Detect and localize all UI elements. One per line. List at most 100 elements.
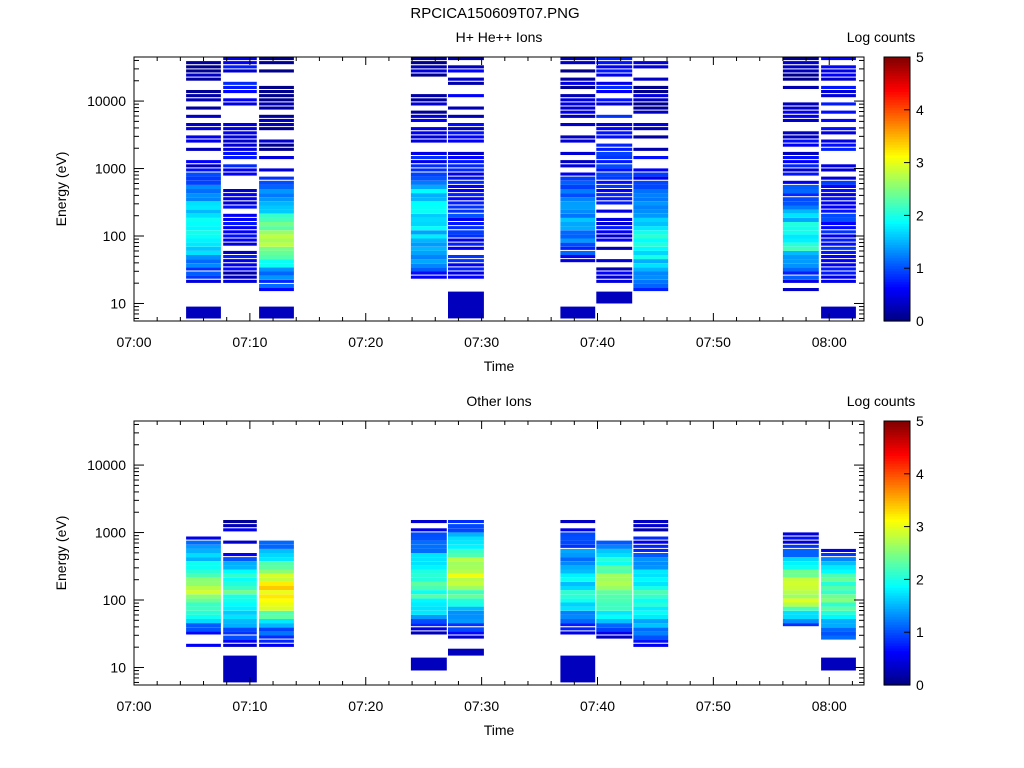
colorbar-segment (884, 291, 910, 296)
colorbar-segment (884, 616, 910, 620)
colorbar-segment (884, 159, 910, 164)
colorbar-segment (884, 421, 910, 425)
spectrogram-bin (633, 98, 669, 102)
spectrogram-bin (223, 139, 257, 143)
spectrogram-bin (782, 544, 819, 548)
spectrogram-column (560, 57, 596, 319)
colorbar-segment (884, 434, 910, 438)
spectrogram-bin (821, 176, 856, 180)
colorbar-segment (884, 189, 910, 193)
spectrogram-bin (448, 528, 484, 533)
spectrogram-bin (782, 573, 819, 578)
x-axis-label: Time (484, 358, 515, 374)
spectrogram-bin (223, 156, 257, 160)
spectrogram-bin (596, 143, 633, 147)
spectrogram-bin (223, 151, 257, 155)
colorbar-segment (884, 655, 910, 660)
spectrogram-bin (448, 172, 484, 176)
colorbar-segment (884, 518, 910, 522)
colorbar-segment (884, 534, 910, 538)
colorbar-segment (884, 67, 910, 71)
spectrogram-bin (448, 213, 484, 218)
spectrogram-bin (596, 610, 633, 615)
spectrogram-bin (821, 213, 856, 218)
colorbar-segment (884, 571, 910, 575)
spectrogram-bin (223, 135, 257, 139)
spectrogram-bin (448, 230, 484, 235)
spectrogram-column (186, 536, 221, 647)
page-title: RPCICA150609T07.PNG (410, 5, 580, 22)
spectrogram-bin (223, 238, 257, 242)
colorbar-segment (884, 249, 910, 253)
colorbar-tick-label: 3 (916, 519, 924, 535)
spectrogram-bin (782, 275, 819, 280)
colorbar-segment (884, 650, 910, 654)
spectrogram-bin (410, 209, 447, 214)
spectrogram-bin (448, 168, 484, 172)
spectrogram-bin (448, 201, 484, 205)
spectrogram-bin (448, 139, 484, 143)
spectrogram-bin (633, 197, 669, 202)
colorbar-segment (884, 597, 910, 602)
colorbar-segment (884, 537, 910, 541)
colorbar-segment (884, 653, 910, 657)
colorbar-segment (884, 626, 910, 631)
x-tick-label: 07:40 (580, 698, 615, 714)
spectrogram-bin (186, 565, 221, 570)
colorbar-segment (884, 167, 910, 172)
colorbar-segment (884, 207, 910, 211)
colorbar-segment (884, 152, 910, 156)
spectrogram-bin (448, 226, 484, 230)
spectrogram-bin (821, 577, 856, 582)
spectrogram-bin (633, 180, 669, 185)
spectrogram-bin (633, 242, 669, 247)
spectrogram-bin (410, 73, 447, 77)
spectrogram-bin (223, 614, 257, 619)
spectrogram-bin (560, 69, 596, 73)
spectrogram-bin (782, 619, 819, 624)
spectrogram-bin (560, 606, 596, 611)
spectrogram-bin (560, 528, 596, 532)
spectrogram-bin (448, 524, 484, 529)
colorbar-segment (884, 516, 910, 520)
spectrogram-bin (560, 544, 596, 548)
spectrogram-bin (186, 147, 221, 151)
spectrogram-bin (259, 226, 294, 231)
spectrogram-bin (186, 209, 221, 214)
spectrogram-bin (560, 565, 596, 570)
spectrogram-bin (186, 90, 221, 94)
spectrogram-bin (223, 631, 257, 635)
spectrogram-bin (259, 57, 294, 61)
spectrogram-bin (186, 135, 221, 139)
spectrogram-bin (410, 532, 447, 537)
colorbar-segment (884, 457, 910, 462)
spectrogram-bin (410, 553, 447, 558)
spectrogram-bin (821, 259, 856, 263)
spectrogram-bin (596, 590, 633, 595)
colorbar-segment (884, 239, 910, 243)
spectrogram-bin (186, 590, 221, 595)
spectrogram-bin (633, 135, 669, 139)
spectrogram-bin (259, 275, 294, 280)
colorbar-segment (884, 452, 910, 456)
spectrogram-bin (186, 544, 221, 549)
spectrogram-bin (223, 627, 257, 632)
colorbar-segment (884, 428, 910, 433)
spectrogram-bin (633, 271, 669, 276)
spectrogram-bin (410, 205, 447, 210)
spectrogram-bin (223, 69, 257, 73)
spectrogram-bin (223, 263, 257, 267)
spectrogram-bin (186, 557, 221, 562)
spectrogram-bin (596, 548, 633, 553)
spectrogram-bin (410, 201, 447, 206)
colorbar-tick-label: 1 (916, 624, 924, 640)
colorbar-segment (884, 563, 910, 567)
spectrogram-bin (223, 61, 257, 65)
spectrogram-bin (223, 553, 257, 557)
spectrogram-bin (448, 69, 484, 73)
spectrogram-bin (596, 222, 633, 226)
spectrogram-bin (596, 553, 633, 558)
colorbar-segment (884, 542, 910, 546)
y-tick-label: 10000 (87, 93, 126, 109)
colorbar-tick-label: 3 (916, 155, 924, 171)
